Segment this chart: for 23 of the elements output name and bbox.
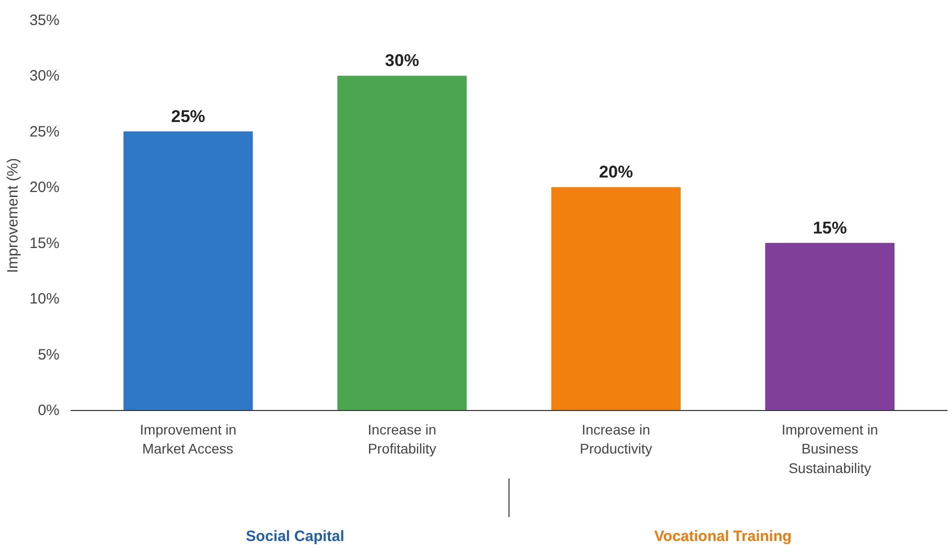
y-tick-label: 25%	[29, 123, 60, 140]
y-tick-label: 30%	[29, 68, 60, 85]
data-label: 15%	[812, 218, 847, 238]
text: Vocational Training	[654, 528, 792, 545]
text: Social Capital	[246, 528, 344, 545]
x-tick-label: Improvement in Market Access	[140, 422, 236, 457]
x-tick-label: Increase in Profitability	[368, 422, 436, 457]
bar	[551, 187, 681, 410]
data-label: 20%	[598, 162, 633, 182]
bar	[765, 242, 895, 410]
y-axis-title: Improvement (%)	[4, 158, 22, 274]
bar	[337, 76, 467, 410]
y-tick-label: 5%	[38, 346, 60, 364]
y-tick-label: 0%	[38, 402, 60, 419]
data-label: 25%	[171, 106, 206, 126]
y-tick-label: 10%	[29, 290, 60, 308]
x-tick-label: Improvement in Business Sustainability	[782, 422, 878, 476]
bar	[123, 131, 253, 410]
y-tick-label: 35%	[29, 12, 60, 29]
y-tick-label: 15%	[29, 234, 60, 252]
y-tick-label: 20%	[29, 179, 60, 196]
x-tick-label: Increase in Productivity	[580, 422, 652, 457]
data-label: 30%	[385, 51, 420, 70]
